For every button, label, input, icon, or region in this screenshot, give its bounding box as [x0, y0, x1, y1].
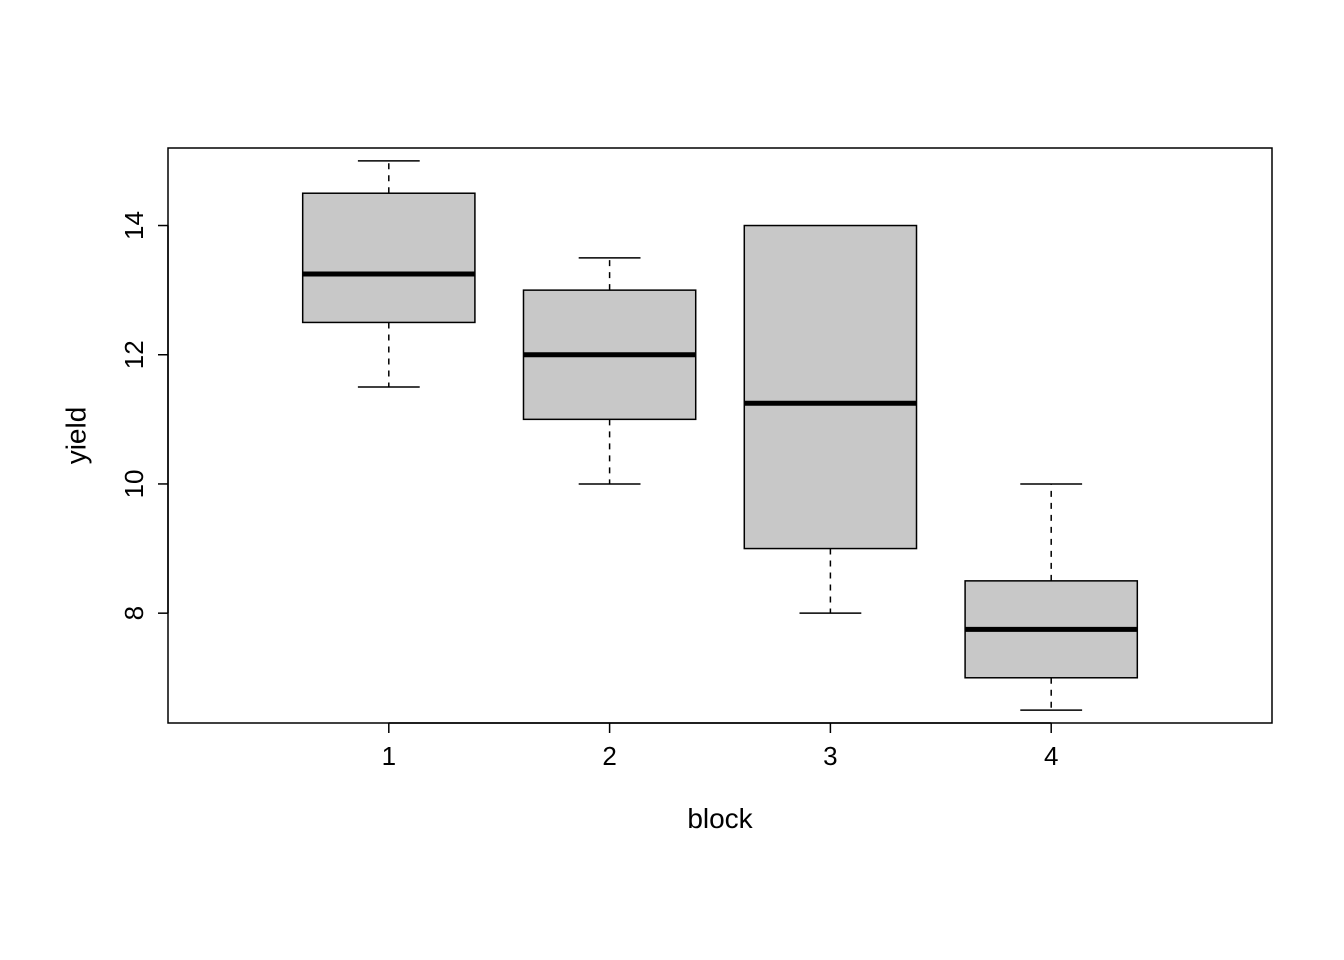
- chart-svg: 8101214yield1234block: [0, 0, 1344, 960]
- boxplot-chart: 8101214yield1234block: [0, 0, 1344, 960]
- y-tick-label: 14: [119, 211, 149, 240]
- box-rect: [303, 193, 475, 322]
- y-tick-label: 12: [119, 340, 149, 369]
- x-axis-label: block: [687, 803, 753, 834]
- box-rect: [744, 226, 916, 549]
- x-tick-label: 3: [823, 741, 837, 771]
- y-tick-label: 8: [119, 606, 149, 620]
- x-tick-label: 4: [1044, 741, 1058, 771]
- x-tick-label: 1: [382, 741, 396, 771]
- y-tick-label: 10: [119, 469, 149, 498]
- y-axis-label: yield: [60, 407, 91, 465]
- x-tick-label: 2: [602, 741, 616, 771]
